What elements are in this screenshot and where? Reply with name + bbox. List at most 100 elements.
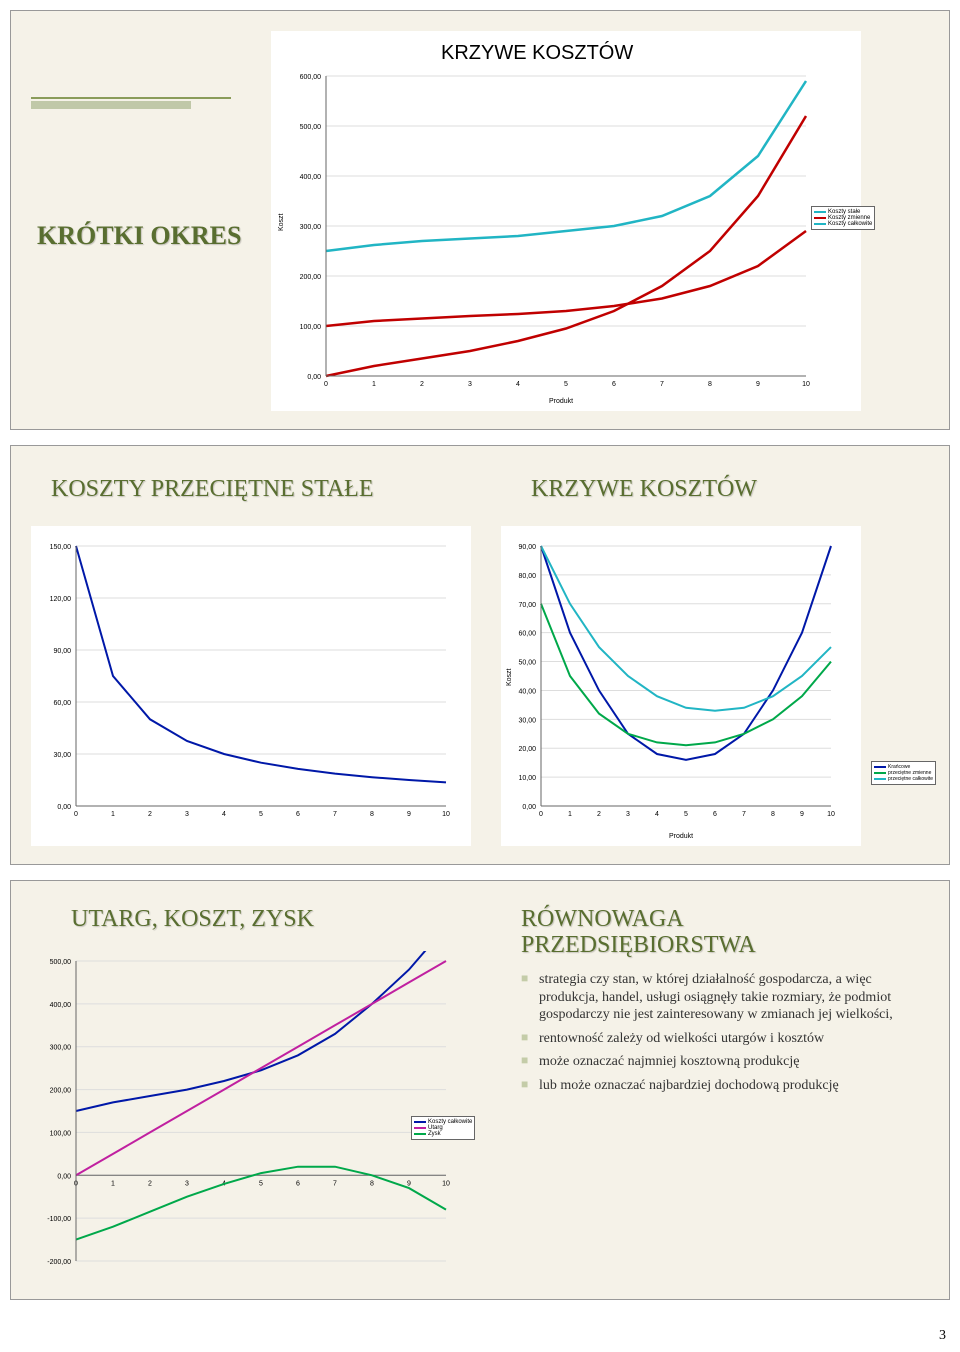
svg-text:10: 10 bbox=[442, 811, 450, 818]
svg-text:8: 8 bbox=[370, 811, 374, 818]
bullet-item: rentowność zależy od wielkości utargów i… bbox=[521, 1030, 931, 1048]
svg-text:0,00: 0,00 bbox=[57, 804, 71, 811]
svg-text:8: 8 bbox=[370, 1180, 374, 1187]
svg-text:2: 2 bbox=[148, 1180, 152, 1187]
svg-text:4: 4 bbox=[222, 811, 226, 818]
svg-text:3: 3 bbox=[185, 1180, 189, 1187]
svg-text:40,00: 40,00 bbox=[518, 688, 536, 695]
svg-text:7: 7 bbox=[333, 1180, 337, 1187]
svg-text:0,00: 0,00 bbox=[57, 1173, 71, 1180]
slide1-left-title: KRÓTKI OKRES bbox=[37, 221, 241, 251]
slide-2: KOSZTY PRZECIĘTNE STAŁE KRZYWE KOSZTÓW 0… bbox=[10, 445, 950, 865]
slide3-right-title: RÓWNOWAGA PRZEDSIĘBIORSTWA bbox=[521, 906, 921, 959]
slide3-bullets: strategia czy stan, w której działalność… bbox=[521, 971, 931, 1100]
slide1-legend: Koszty stałe Koszty zmienne Koszty całko… bbox=[811, 206, 875, 230]
slide3-legend: Koszty całkowite Utarg Zysk bbox=[411, 1116, 475, 1140]
svg-text:2: 2 bbox=[148, 811, 152, 818]
slide1-chart: KRZYWE KOSZTÓW 0,00 100,00 200,00 300,00 400… bbox=[271, 31, 861, 411]
svg-text:60,00: 60,00 bbox=[518, 631, 536, 638]
legend-label: Koszty całkowite bbox=[828, 221, 872, 227]
slide2-left-title: KOSZTY PRZECIĘTNE STAŁE bbox=[51, 476, 374, 503]
svg-text:0: 0 bbox=[74, 811, 78, 818]
slide2-right-title: KRZYWE KOSZTÓW bbox=[531, 476, 757, 503]
slide2-right-chart: 0,00 10,00 20,00 30,00 40,00 50,00 60,00 70,00 8… bbox=[501, 526, 861, 846]
bullet-item: lub może oznaczać najbardziej dochodową … bbox=[521, 1077, 931, 1095]
accent-line bbox=[31, 97, 231, 99]
svg-text:6: 6 bbox=[296, 1180, 300, 1187]
ylabel: Koszt bbox=[506, 668, 513, 686]
svg-text:3: 3 bbox=[626, 811, 630, 818]
svg-text:400,00: 400,00 bbox=[50, 1002, 72, 1009]
svg-text:1: 1 bbox=[372, 381, 376, 388]
svg-text:6: 6 bbox=[296, 811, 300, 818]
svg-text:100,00: 100,00 bbox=[300, 324, 322, 331]
svg-text:0,00: 0,00 bbox=[522, 804, 536, 811]
svg-text:6: 6 bbox=[713, 811, 717, 818]
svg-text:600,00: 600,00 bbox=[300, 74, 322, 81]
svg-text:1: 1 bbox=[111, 811, 115, 818]
svg-text:8: 8 bbox=[708, 381, 712, 388]
svg-text:9: 9 bbox=[756, 381, 760, 388]
svg-text:9: 9 bbox=[800, 811, 804, 818]
svg-text:5: 5 bbox=[259, 1180, 263, 1187]
svg-text:80,00: 80,00 bbox=[518, 573, 536, 580]
svg-text:7: 7 bbox=[742, 811, 746, 818]
svg-text:3: 3 bbox=[185, 811, 189, 818]
svg-text:100,00: 100,00 bbox=[50, 1130, 72, 1137]
page-number: 3 bbox=[939, 1328, 946, 1344]
slide2-left-chart: 0,0030,0060,0090,00120,00150,00012345678… bbox=[31, 526, 471, 846]
slide2-legend: Krańcowe przeciętne zmienne przeciętne c… bbox=[871, 761, 936, 785]
svg-text:8: 8 bbox=[771, 811, 775, 818]
bullet-item: strategia czy stan, w której działalność… bbox=[521, 971, 931, 1024]
svg-text:-100,00: -100,00 bbox=[47, 1216, 71, 1223]
svg-text:0,00: 0,00 bbox=[307, 374, 321, 381]
svg-text:5: 5 bbox=[259, 811, 263, 818]
svg-text:500,00: 500,00 bbox=[300, 124, 322, 131]
slide3-chart: -200,00-100,000,00100,00200,00300,00400,… bbox=[31, 951, 471, 1291]
svg-text:400,00: 400,00 bbox=[300, 174, 322, 181]
svg-text:60,00: 60,00 bbox=[53, 700, 71, 707]
svg-text:50,00: 50,00 bbox=[518, 660, 536, 667]
svg-text:30,00: 30,00 bbox=[53, 752, 71, 759]
svg-text:200,00: 200,00 bbox=[50, 1088, 72, 1095]
svg-text:500,00: 500,00 bbox=[50, 959, 72, 966]
svg-text:5: 5 bbox=[684, 811, 688, 818]
svg-text:10: 10 bbox=[802, 381, 810, 388]
svg-text:10: 10 bbox=[827, 811, 835, 818]
chart-title: KRZYWE KOSZTÓW bbox=[441, 41, 633, 64]
svg-text:10: 10 bbox=[442, 1180, 450, 1187]
svg-text:5: 5 bbox=[564, 381, 568, 388]
svg-text:2: 2 bbox=[597, 811, 601, 818]
svg-text:9: 9 bbox=[407, 811, 411, 818]
bullet-item: może oznaczać najmniej kosztowną produkc… bbox=[521, 1053, 931, 1071]
svg-text:20,00: 20,00 bbox=[518, 746, 536, 753]
svg-text:300,00: 300,00 bbox=[300, 224, 322, 231]
svg-text:70,00: 70,00 bbox=[518, 602, 536, 609]
svg-text:30,00: 30,00 bbox=[518, 717, 536, 724]
svg-text:6: 6 bbox=[612, 381, 616, 388]
svg-text:4: 4 bbox=[655, 811, 659, 818]
svg-text:10,00: 10,00 bbox=[518, 775, 536, 782]
slide-3: UTARG, KOSZT, ZYSK RÓWNOWAGA PRZEDSIĘBIO… bbox=[10, 880, 950, 1300]
svg-text:7: 7 bbox=[333, 811, 337, 818]
svg-text:0: 0 bbox=[324, 381, 328, 388]
svg-text:7: 7 bbox=[660, 381, 664, 388]
xlabel: Produkt bbox=[549, 398, 573, 405]
svg-text:3: 3 bbox=[468, 381, 472, 388]
svg-text:1: 1 bbox=[568, 811, 572, 818]
svg-text:2: 2 bbox=[420, 381, 424, 388]
legend-label: przeciętne całkowite bbox=[888, 776, 933, 782]
svg-text:90,00: 90,00 bbox=[53, 648, 71, 655]
accent-shadow bbox=[31, 101, 191, 109]
svg-text:200,00: 200,00 bbox=[300, 274, 322, 281]
svg-text:120,00: 120,00 bbox=[50, 596, 72, 603]
xlabel: Produkt bbox=[669, 833, 693, 840]
slide-1: KRÓTKI OKRES KRZYWE KOSZTÓW 0,00100,0020… bbox=[10, 10, 950, 430]
legend-label: Zysk bbox=[428, 1131, 441, 1137]
ylabel: Koszt bbox=[278, 213, 285, 231]
slide3-left-title: UTARG, KOSZT, ZYSK bbox=[71, 906, 314, 933]
svg-text:9: 9 bbox=[407, 1180, 411, 1187]
svg-text:0: 0 bbox=[539, 811, 543, 818]
svg-text:300,00: 300,00 bbox=[50, 1045, 72, 1052]
svg-text:1: 1 bbox=[111, 1180, 115, 1187]
